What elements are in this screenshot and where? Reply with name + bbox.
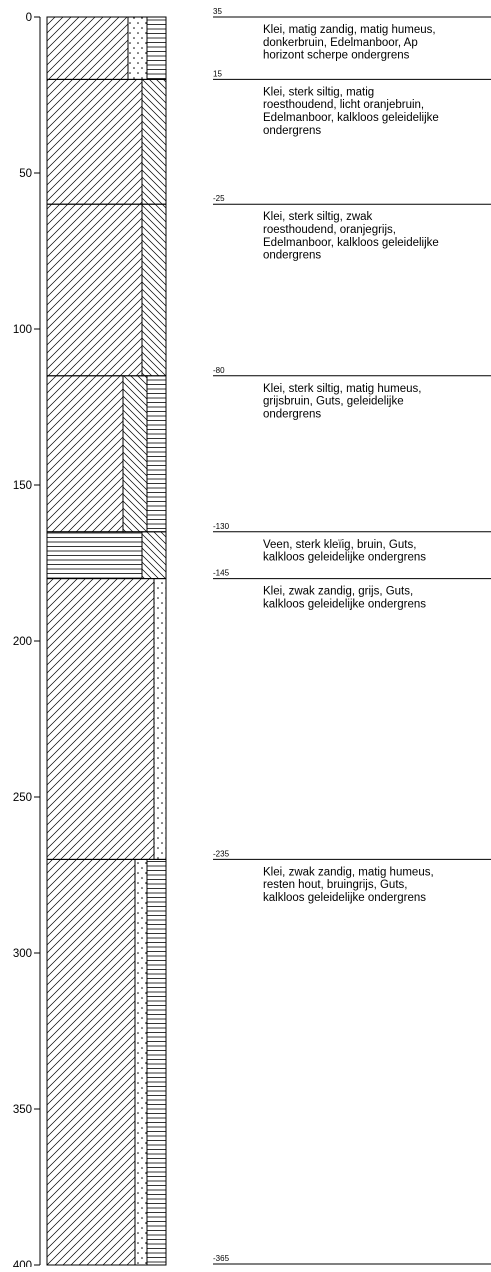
lithology	[146, 375, 167, 533]
description: Klei, sterk siltig, zwak	[263, 211, 373, 223]
description: Klei, zwak zandig, grijs, Guts,	[263, 586, 413, 598]
lithology	[141, 203, 167, 377]
tick-label: 100	[13, 324, 32, 336]
tick-label: 400	[13, 1260, 32, 1267]
description: grijsbruin, Guts, geleidelijke	[263, 396, 404, 408]
elevation-label: -130	[213, 522, 230, 531]
lithology	[46, 578, 155, 860]
lithology	[46, 375, 124, 533]
description: Veen, sterk kleïig, bruin, Guts,	[263, 539, 416, 551]
description: ondergrens	[263, 250, 321, 262]
tick-label: 300	[13, 948, 32, 960]
elevation-label: -145	[213, 569, 230, 578]
lithology	[141, 531, 167, 580]
description: resten hout, bruingrijs, Guts,	[263, 879, 407, 891]
description: kalkloos geleidelijke ondergrens	[263, 892, 426, 904]
elevation-label: -80	[213, 366, 225, 375]
description: roesthoudend, oranjegrijs,	[263, 224, 396, 236]
elevation-label: -25	[213, 194, 225, 203]
lithology	[153, 578, 167, 860]
description: Klei, zwak zandig, matig humeus,	[263, 866, 434, 878]
lithology	[134, 858, 148, 1266]
lithology	[46, 16, 129, 80]
tick-label: 200	[13, 636, 32, 648]
description: roesthoudend, licht oranjebruin,	[263, 99, 424, 111]
description: kalkloos geleidelijke ondergrens	[263, 598, 426, 610]
lithology	[127, 16, 148, 80]
tick-label: 150	[13, 480, 32, 492]
tick-label: 0	[26, 12, 32, 24]
elevation-label: 35	[213, 7, 222, 16]
elevation-label: 15	[213, 69, 222, 78]
lithology	[46, 203, 143, 377]
lithology	[46, 858, 136, 1266]
description: donkerbruin, Edelmanboor, Ap	[263, 37, 418, 49]
description: kalkloos geleidelijke ondergrens	[263, 552, 426, 564]
description: ondergrens	[263, 408, 321, 420]
tick-label: 250	[13, 792, 32, 804]
lithology	[46, 78, 143, 205]
lithology	[146, 16, 167, 80]
description: horizont scherpe ondergrens	[263, 50, 410, 62]
lithology	[146, 858, 167, 1266]
lithology	[122, 375, 148, 533]
description: ondergrens	[263, 125, 321, 137]
description: Edelmanboor, kalkloos geleidelijke	[263, 112, 439, 124]
description: Klei, matig zandig, matig humeus,	[263, 24, 436, 36]
description: Klei, sterk siltig, matig humeus,	[263, 383, 422, 395]
description: Edelmanboor, kalkloos geleidelijke	[263, 237, 439, 249]
description: Klei, sterk siltig, matig	[263, 86, 374, 98]
elevation-label: -235	[213, 849, 230, 858]
tick-label: 350	[13, 1104, 32, 1116]
elevation-label: -365	[213, 1254, 230, 1263]
lithology	[46, 531, 143, 580]
lithology	[141, 78, 167, 205]
tick-label: 50	[19, 168, 32, 180]
